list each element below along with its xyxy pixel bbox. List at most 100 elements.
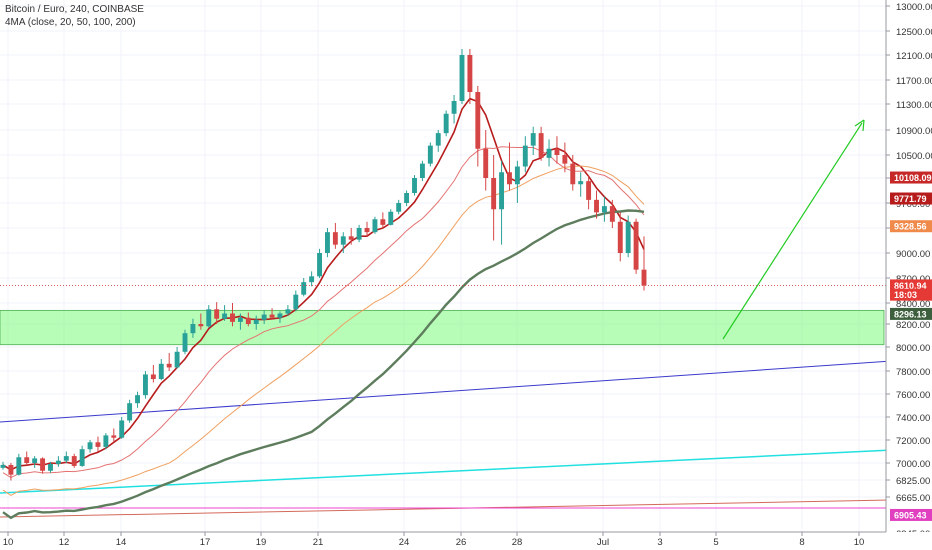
price-badge [890,288,932,301]
candle-body [87,442,93,450]
candle-body [332,232,338,245]
time-axis-ticks: 10 12 14 17 19 21 24 26 28 Jul 3 5 8 10 [0,531,886,548]
candle-body [601,206,607,213]
up-arrow-drawing[interactable] [722,119,865,340]
time-axis[interactable] [0,532,932,550]
symbol-title[interactable]: Bitcoin / Euro, 240, COINBASE [5,4,144,15]
arrow-head [854,119,865,132]
candle-body [325,232,330,253]
candle-body [174,351,180,368]
price-tick-label: 12500.00 [896,27,932,38]
candle-body [443,113,449,134]
candle-body [103,435,109,447]
candle-body [586,181,592,200]
price-axis[interactable] [886,0,932,550]
time-tick-label: 28 [512,537,523,548]
time-tick-label: 5 [713,537,718,548]
candle-body [514,166,520,185]
candle-body [396,203,402,212]
candle-body [538,133,544,158]
candle-body [135,395,140,404]
candle-body [277,313,283,318]
price-tick-label: 6825.00 [896,476,930,487]
candle-body [182,333,188,352]
candle-body [158,363,164,380]
candle-body [63,456,69,461]
price-tick-label: 12100.00 [896,51,932,62]
price-tick-label: 10900.00 [896,126,932,137]
candle-body [419,163,425,178]
price-tick-label: 8400.00 [896,299,930,310]
ma50-line [2,146,645,479]
candle-body [95,442,101,447]
candle-body [8,464,14,475]
support-zone[interactable] [0,309,885,346]
candle-body [483,148,489,178]
price-badge [890,220,932,233]
price-badge-label: 6905.43 [894,510,927,520]
candle-body [594,199,599,213]
time-tick-label: 12 [59,537,70,548]
candles [0,49,647,481]
candle-body [190,324,196,334]
price-badge [890,508,932,521]
candle-body [570,163,576,185]
trend-line-blue [0,360,893,423]
price-tick-label: 7200.00 [896,436,930,447]
candle-body [451,101,457,114]
indicator-label[interactable]: 4MA (close, 20, 50, 100, 200) [5,17,136,28]
candle-body [230,313,235,322]
candle-body [119,420,125,438]
price-tick-label: 13000.00 [896,2,932,13]
price-tick-label: 7000.00 [896,459,930,470]
candle-body [412,178,417,193]
candle-body [198,324,204,327]
candle-body [562,155,568,164]
price-badge-label: 8610.94 [894,281,927,291]
candle-body [459,55,465,101]
candle-body [499,172,505,210]
candle-body [625,221,631,253]
trend-lines[interactable] [0,360,893,518]
time-tick-label: 8 [799,537,804,548]
candle-body [269,314,275,318]
price-badge [890,171,932,184]
candle-body [245,317,251,324]
candle-body [554,148,560,155]
price-badge [890,192,932,205]
candle-body [522,145,528,167]
candle-body [24,457,30,463]
candle-body [261,314,267,320]
candle-body [356,228,362,240]
time-tick-label: 14 [116,537,127,548]
candle-body [641,269,647,286]
time-tick-label: 10 [3,537,14,548]
price-tick-label: 9000.00 [896,249,930,260]
candle-body [142,374,148,396]
candle-body [16,457,22,475]
candle-body [293,294,299,310]
candle-body [79,449,85,466]
candle-body [372,219,378,233]
candle-body [633,221,639,270]
candle-body [380,219,386,225]
candle-body [127,403,133,421]
candle-body [475,92,481,149]
candle-body [40,458,46,471]
candle-body [617,221,623,253]
time-tick-label: 10 [854,537,865,548]
candle-body [237,317,243,322]
price-tick-label: 8000.00 [896,343,930,354]
moving-averages [2,97,645,520]
candle-body [404,193,410,203]
price-badge-label: 10108.09 [894,173,932,183]
chart-legend: Bitcoin / Euro, 240, COINBASE 4MA (close… [5,3,144,29]
price-badge-label: 8296.13 [894,309,927,319]
candle-body [317,253,322,277]
price-tick-label: 11300.00 [896,100,932,111]
time-tick-label: 26 [456,537,467,548]
candle-body [166,363,172,368]
candle-body [48,463,53,471]
